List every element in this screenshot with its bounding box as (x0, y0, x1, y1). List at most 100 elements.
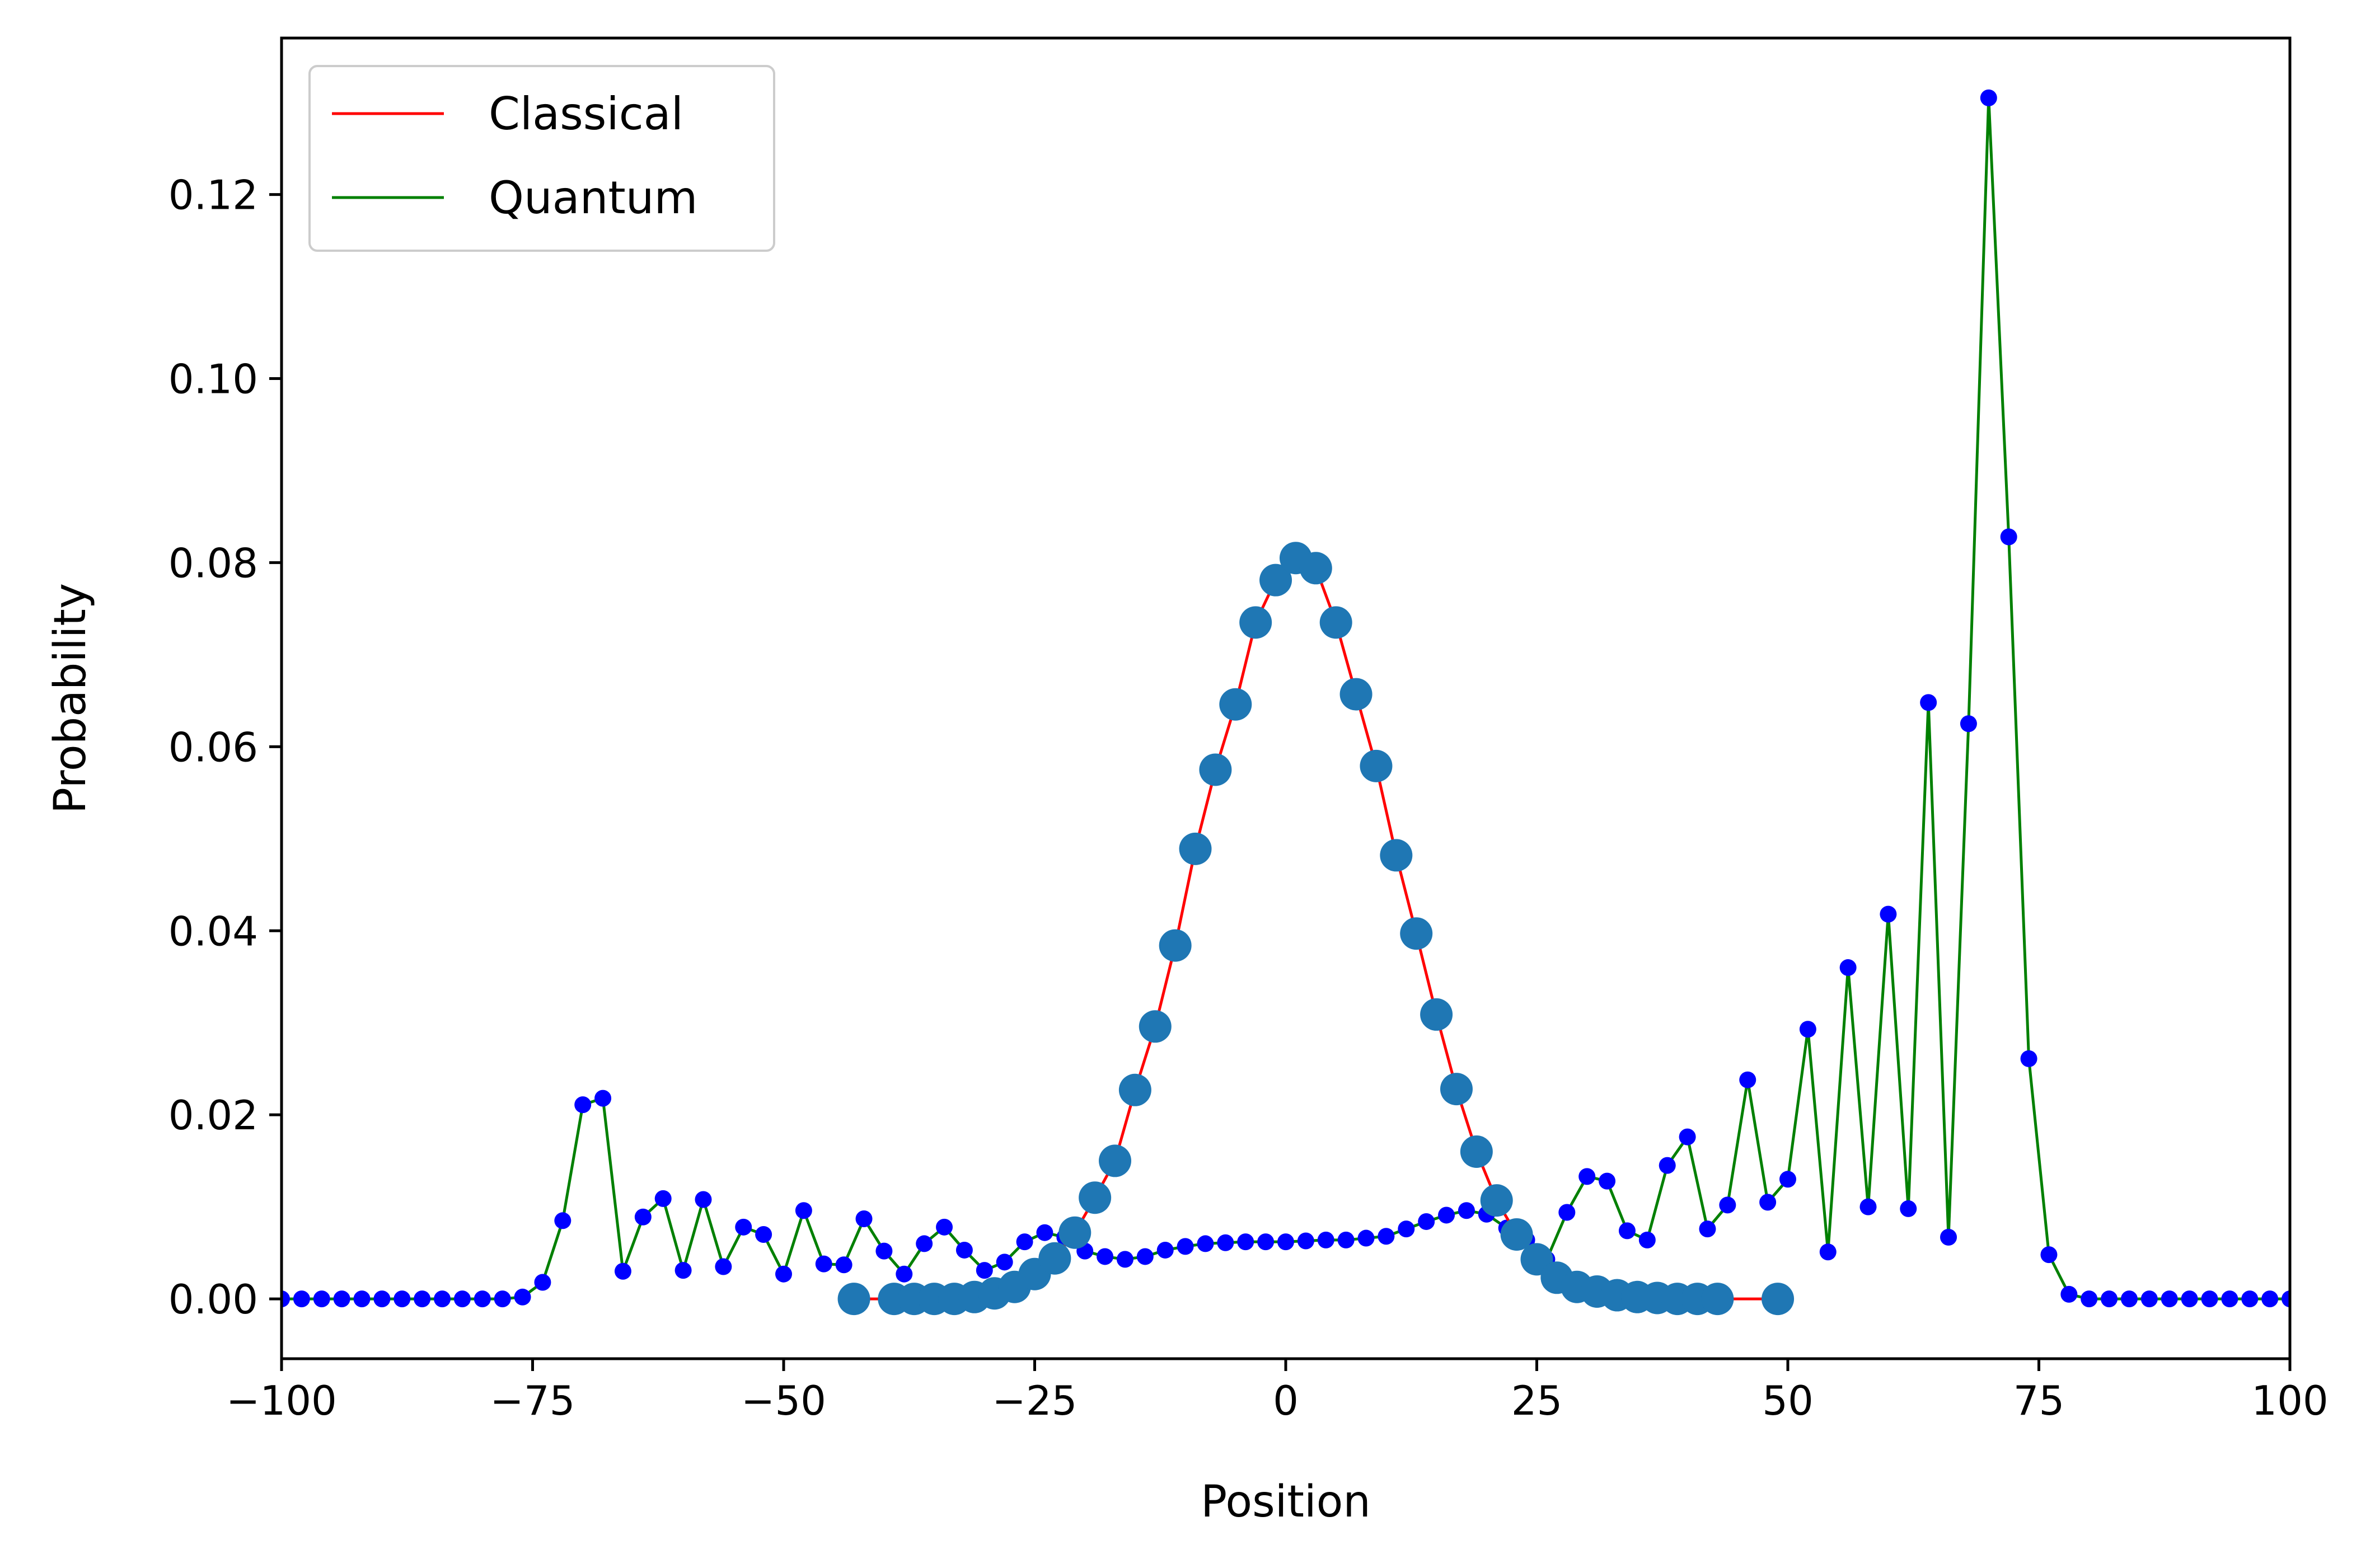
data-point-quantum (1739, 1071, 1756, 1088)
data-point-quantum (1578, 1168, 1596, 1185)
data-point-quantum (1819, 1243, 1837, 1261)
y-axis-label: Probability (45, 583, 96, 814)
data-point-quantum (2140, 1290, 2158, 1308)
data-point-quantum (634, 1208, 652, 1226)
data-point-quantum (1398, 1220, 1415, 1238)
data-point-quantum (1156, 1241, 1174, 1259)
y-tick-label: 0.06 (168, 724, 258, 771)
y-tick-label: 0.00 (168, 1276, 258, 1323)
legend-label-classical: Classical (489, 88, 683, 140)
data-point-classical (1239, 606, 1272, 639)
data-point-quantum (1618, 1222, 1636, 1240)
data-point-quantum (2040, 1246, 2058, 1264)
data-point-quantum (2081, 1290, 2098, 1308)
data-point-quantum (1217, 1234, 1234, 1251)
data-point-quantum (1097, 1248, 1114, 1265)
data-point-quantum (394, 1290, 411, 1308)
data-point-quantum (1317, 1231, 1334, 1248)
x-tick-label: 75 (2013, 1377, 2065, 1424)
data-point-quantum (494, 1290, 511, 1308)
data-point-quantum (474, 1290, 491, 1308)
data-point-quantum (282, 1290, 290, 1308)
data-point-quantum (554, 1212, 572, 1229)
x-tick-label: 25 (1511, 1377, 1563, 1424)
data-point-quantum (313, 1290, 330, 1308)
data-point-quantum (735, 1218, 752, 1236)
data-point-quantum (2000, 528, 2017, 546)
data-point-classical (1380, 839, 1413, 872)
data-point-classical (1199, 753, 1232, 786)
data-point-quantum (674, 1262, 692, 1279)
data-point-quantum (2201, 1290, 2218, 1308)
data-point-quantum (1036, 1224, 1053, 1241)
y-tick-label: 0.10 (168, 356, 258, 403)
y-tick-label: 0.08 (168, 539, 258, 586)
data-point-quantum (1940, 1228, 1957, 1246)
data-point-quantum (695, 1191, 712, 1208)
data-point-quantum (293, 1290, 310, 1308)
data-point-quantum (795, 1202, 812, 1219)
x-tick-label: −50 (741, 1377, 826, 1424)
data-point-classical (1701, 1283, 1734, 1316)
data-point-quantum (1839, 959, 1857, 977)
x-tick-label: −25 (992, 1377, 1078, 1424)
data-point-quantum (1337, 1231, 1355, 1248)
data-point-classical (1319, 606, 1352, 639)
x-tick-label: 0 (1273, 1377, 1299, 1424)
data-point-quantum (1438, 1206, 1455, 1224)
data-point-quantum (614, 1262, 631, 1280)
x-tick-label: −100 (226, 1377, 337, 1424)
y-tick-label: 0.04 (168, 908, 258, 955)
data-point-quantum (1960, 715, 1977, 733)
data-point-classical (1500, 1218, 1533, 1251)
data-point-quantum (715, 1258, 732, 1275)
data-point-quantum (1016, 1233, 1033, 1251)
x-axis-label: Position (1201, 1477, 1371, 1527)
data-point-quantum (955, 1241, 973, 1259)
data-point-quantum (2241, 1290, 2259, 1308)
data-point-classical (1762, 1283, 1795, 1316)
data-point-quantum (855, 1210, 873, 1228)
data-point-classical (1038, 1242, 1071, 1275)
data-point-quantum (1237, 1233, 1254, 1251)
data-point-classical (1420, 998, 1453, 1031)
data-point-quantum (1759, 1194, 1777, 1211)
data-point-quantum (875, 1242, 893, 1260)
data-point-quantum (2261, 1290, 2279, 1308)
data-point-quantum (936, 1218, 953, 1236)
data-point-quantum (2161, 1290, 2178, 1308)
data-point-quantum (976, 1262, 993, 1279)
x-tick-label: −75 (490, 1377, 575, 1424)
data-point-quantum (1659, 1157, 1676, 1174)
data-point-classical (1139, 1010, 1172, 1043)
data-point-classical (1460, 1135, 1493, 1168)
data-point-classical (1299, 552, 1332, 585)
x-tick-label: 50 (1762, 1377, 1814, 1424)
data-point-quantum (1197, 1235, 1214, 1252)
legend-label-quantum: Quantum (489, 172, 697, 224)
data-point-quantum (1558, 1204, 1576, 1221)
data-point-classical (1058, 1216, 1092, 1249)
data-point-quantum (815, 1255, 832, 1273)
data-point-quantum (835, 1256, 852, 1274)
data-point-quantum (434, 1290, 451, 1308)
data-point-quantum (1257, 1233, 1275, 1251)
data-point-quantum (574, 1096, 592, 1114)
data-point-quantum (2282, 1290, 2290, 1308)
data-point-quantum (916, 1235, 933, 1252)
data-point-quantum (1699, 1220, 1716, 1238)
axes: −100 −75 −50 −25 0 25 50 75 100 0.00 0.02 0.04 0.06 0… (45, 36, 2329, 1527)
data-point-quantum (1599, 1172, 1616, 1190)
data-point-classical (1480, 1184, 1513, 1217)
data-point-quantum (1297, 1232, 1314, 1250)
data-point-quantum (1719, 1196, 1736, 1214)
data-point-quantum (1799, 1021, 1816, 1038)
data-point-quantum (2101, 1290, 2118, 1308)
data-point-quantum (453, 1290, 471, 1308)
data-point-quantum (2060, 1285, 2078, 1303)
data-point-classical (1118, 1073, 1151, 1106)
data-point-classical (1079, 1181, 1112, 1214)
y-tick-label: 0.02 (168, 1092, 258, 1139)
data-point-quantum (896, 1265, 913, 1283)
data-point-quantum (1418, 1213, 1435, 1230)
